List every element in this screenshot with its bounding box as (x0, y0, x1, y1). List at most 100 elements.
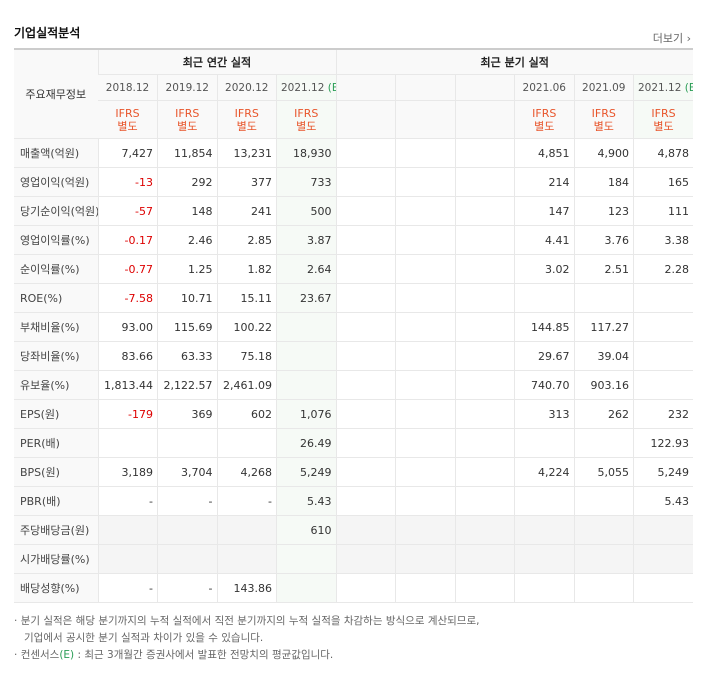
value-cell: 369 (157, 399, 217, 429)
value-cell: 500 (276, 196, 336, 226)
empty-cell (335, 370, 396, 400)
standard: IFRS (532, 106, 557, 120)
value-cell: 903.16 (573, 370, 634, 400)
period-header: 2021.12 (E) (276, 74, 336, 101)
group-header: 최근 분기 실적 (335, 49, 693, 75)
empty-cell (633, 283, 693, 313)
value-cell: 313 (514, 399, 574, 429)
value-cell: -0.77 (97, 254, 158, 284)
value-cell: -57 (97, 196, 158, 226)
more-text[interactable]: 더보기 (652, 32, 684, 45)
value-cell: 4,900 (573, 138, 634, 168)
empty-cell (454, 225, 515, 255)
row-label: ROE(%) (14, 283, 98, 313)
standard: IFRS (115, 106, 140, 120)
basis: 별도 (177, 119, 198, 133)
empty-cell (395, 428, 455, 458)
empty-cell (335, 196, 396, 226)
value-cell: 23.67 (276, 283, 336, 313)
table-row: 영업이익률(%) -0.17 2.46 2.85 3.87 4.41 3.76 3.38 (14, 225, 693, 255)
period-date: 2021.12 (638, 81, 682, 94)
value-cell: - (216, 486, 277, 516)
empty-cell (573, 428, 634, 458)
standard-header: IFRS 별도 (573, 100, 634, 139)
note: · 컨센서스(E) : 최근 3개월간 증권사에서 발표한 전망치의 평균값입니… (14, 649, 334, 661)
standard: IFRS (234, 106, 259, 120)
row-label: 당기순이익(억원) (14, 196, 98, 226)
empty-cell (276, 312, 336, 342)
table-head: 주요재무정보 최근 연간 실적 최근 분기 실적 2018.12 2019.12 2… (14, 49, 693, 139)
empty-cell (633, 544, 693, 574)
empty-cell (514, 573, 574, 603)
empty-cell (573, 283, 634, 313)
empty-cell (395, 457, 455, 487)
value-cell: 115.69 (157, 312, 217, 342)
table-row: 당좌비율(%) 83.66 63.33 75.18 29.67 39.04 (14, 341, 693, 371)
empty-cell (395, 515, 455, 545)
value-cell: 2.28 (633, 254, 693, 284)
more-link[interactable]: 더보기 › (652, 32, 691, 45)
empty-cell (395, 312, 455, 342)
empty-cell (335, 312, 396, 342)
table-row: 시가배당률(%) (14, 544, 693, 574)
empty-cell (216, 515, 277, 545)
value-cell: 602 (216, 399, 277, 429)
value-cell: 143.86 (216, 573, 277, 603)
value-cell: 15.11 (216, 283, 277, 313)
value-cell: 144.85 (514, 312, 574, 342)
value-cell: 3.76 (573, 225, 634, 255)
empty-cell (335, 486, 396, 516)
empty-header (395, 74, 455, 101)
empty-cell (454, 399, 515, 429)
row-label: PER(배) (14, 428, 98, 458)
value-cell: 165 (633, 167, 693, 197)
row-label: 매출액(억원) (14, 138, 98, 168)
empty-cell (395, 341, 455, 371)
empty-cell (573, 515, 634, 545)
empty-cell (573, 486, 634, 516)
value-cell: 147 (514, 196, 574, 226)
standard: IFRS (294, 106, 319, 120)
financial-table: 주요재무정보 최근 연간 실적 최근 분기 실적 2018.12 2019.12 2… (14, 48, 693, 603)
value-cell: 214 (514, 167, 574, 197)
value-cell: 2.64 (276, 254, 336, 284)
table-row: EPS(원) -179 369 602 1,076 313 262 232 (14, 399, 693, 429)
empty-cell (335, 428, 396, 458)
empty-header (454, 74, 515, 101)
basis: 별도 (593, 119, 614, 133)
note-text: 기업에서 공시한 분기 실적과 차이가 있을 수 있습니다. (24, 632, 264, 644)
empty-cell (514, 544, 574, 574)
note-text: : 최근 3개월간 증권사에서 발표한 전망치의 평균값입니다. (77, 649, 334, 661)
empty-header (395, 100, 455, 139)
basis: 별도 (236, 119, 257, 133)
value-cell: 13,231 (216, 138, 277, 168)
period-header: 2021.09 (573, 74, 634, 101)
value-cell: 5,249 (633, 457, 693, 487)
empty-cell (395, 138, 455, 168)
section-title: 기업실적분석 (14, 26, 81, 40)
value-cell: 75.18 (216, 341, 277, 371)
empty-header (454, 100, 515, 139)
empty-cell (454, 573, 515, 603)
period-row: 2018.12 2019.12 2020.12 2021.12 (E) 2021.06 2… (14, 74, 693, 101)
standard-row: IFRS 별도 IFRS 별도 IFRS 별도 IFRS 별도 IFRS 별도 IFRS 별도 IFRS… (14, 100, 693, 139)
value-cell: 2.85 (216, 225, 277, 255)
row-label: 유보율(%) (14, 370, 98, 400)
period-header: 2019.12 (157, 74, 217, 101)
empty-cell (395, 254, 455, 284)
value-cell: 10.71 (157, 283, 217, 313)
value-cell: 184 (573, 167, 634, 197)
empty-cell (335, 254, 396, 284)
table-row: 부채비율(%) 93.00 115.69 100.22 144.85 117.27 (14, 312, 693, 342)
period-date: 2019.12 (165, 81, 209, 94)
value-cell: 1.25 (157, 254, 217, 284)
standard: IFRS (591, 106, 616, 120)
table-row: 매출액(억원) 7,427 11,854 13,231 18,930 4,851 4,900… (14, 138, 693, 168)
estimate-mark: (E) (684, 81, 693, 94)
empty-cell (395, 196, 455, 226)
value-cell: 7,427 (97, 138, 158, 168)
empty-cell (335, 457, 396, 487)
empty-cell (395, 486, 455, 516)
value-cell: 2.51 (573, 254, 634, 284)
row-label: 부채비율(%) (14, 312, 98, 342)
